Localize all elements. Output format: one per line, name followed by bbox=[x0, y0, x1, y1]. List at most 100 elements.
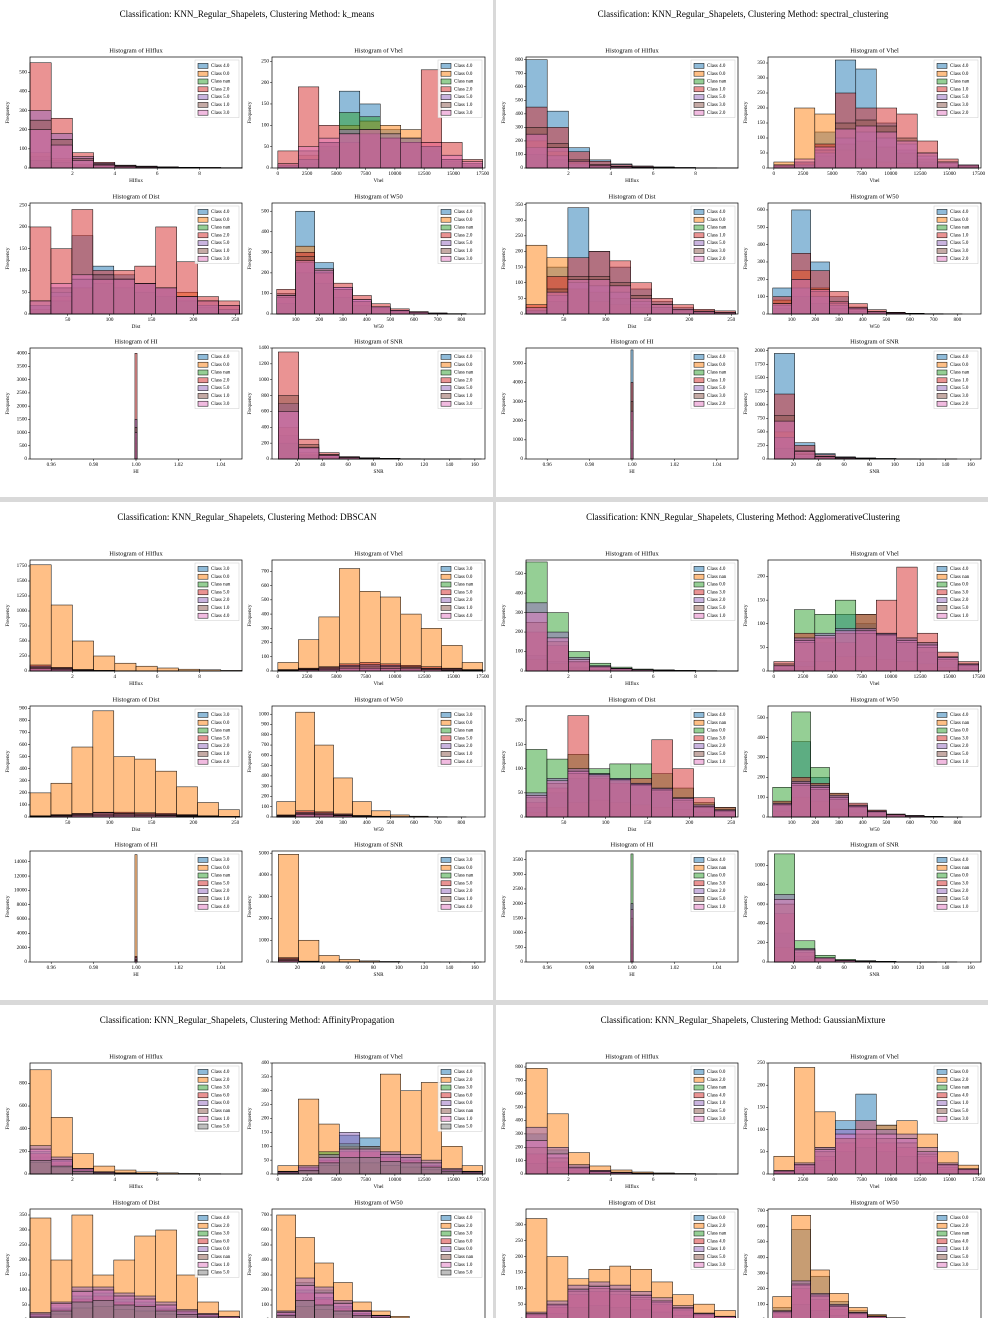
bar bbox=[855, 125, 877, 169]
legend-swatch bbox=[197, 1246, 209, 1252]
y-tick-label: 0 bbox=[266, 165, 269, 171]
legend-swatch bbox=[693, 743, 705, 749]
legend-swatch bbox=[693, 248, 705, 254]
legend-label: Class 4.0 bbox=[211, 614, 230, 619]
legend-swatch bbox=[693, 94, 705, 100]
legend-swatch bbox=[936, 1246, 948, 1252]
legend-label: Class 2.0 bbox=[211, 87, 230, 92]
legend-swatch bbox=[936, 393, 948, 399]
y-axis-label: Frequency bbox=[743, 750, 749, 772]
y-tick-label: 0 bbox=[762, 814, 765, 820]
legend-label: Class nan bbox=[454, 583, 474, 588]
y-tick-label: 150 bbox=[261, 101, 269, 107]
bar bbox=[546, 1153, 569, 1175]
y-tick-label: 2500 bbox=[513, 886, 524, 892]
x-tick-label: 1.04 bbox=[216, 462, 225, 468]
bar bbox=[588, 279, 611, 315]
y-tick-label: 250 bbox=[757, 443, 765, 449]
x-tick-label: 50 bbox=[65, 820, 71, 826]
x-tick-label: 250 bbox=[727, 317, 735, 323]
legend-label: Class 0.0 bbox=[707, 72, 726, 77]
legend-swatch bbox=[440, 385, 452, 391]
bar bbox=[609, 779, 631, 818]
legend-swatch bbox=[936, 566, 948, 572]
legend-label: Class 0.0 bbox=[211, 363, 230, 368]
y-tick-label: 400 bbox=[757, 921, 765, 927]
y-tick-label: 300 bbox=[757, 75, 765, 81]
legend-swatch bbox=[197, 896, 209, 902]
bar bbox=[630, 410, 634, 460]
y-tick-label: 500 bbox=[515, 1104, 523, 1110]
y-tick-label: 500 bbox=[515, 945, 523, 951]
bar bbox=[400, 613, 422, 672]
axes-frame bbox=[525, 1208, 739, 1318]
x-tick-label: 2 bbox=[567, 171, 570, 177]
legend-swatch bbox=[936, 216, 948, 223]
bar bbox=[352, 801, 372, 818]
legend-label: Class 2.0 bbox=[454, 378, 473, 383]
y-tick-label: 1400 bbox=[259, 345, 270, 351]
axes-frame bbox=[525, 559, 739, 672]
y-axis-label: Frequency bbox=[5, 101, 11, 123]
bar bbox=[773, 164, 795, 169]
legend-label: Class 3.0 bbox=[950, 103, 969, 108]
x-tick-label: 140 bbox=[446, 965, 454, 971]
legend-label: Class 3.0 bbox=[950, 394, 969, 399]
bar bbox=[525, 244, 548, 315]
subplot-title: Histogram of W50 bbox=[850, 193, 899, 200]
axes-frame bbox=[767, 347, 982, 460]
legend-label: Class 3.0 bbox=[707, 881, 726, 886]
legend-swatch bbox=[936, 224, 948, 231]
legend-label: Class nan bbox=[950, 371, 970, 376]
legend-swatch bbox=[197, 1100, 209, 1106]
x-axis-label: HI bbox=[629, 972, 635, 978]
axes-frame bbox=[271, 56, 486, 169]
legend-label: Class 4.0 bbox=[211, 760, 230, 765]
y-tick-label: 200 bbox=[261, 440, 269, 446]
legend-swatch bbox=[197, 573, 209, 580]
legend-swatch bbox=[440, 63, 452, 69]
x-tick-label: 8 bbox=[198, 1177, 201, 1183]
legend-swatch bbox=[936, 63, 948, 69]
x-tick-label: 17500 bbox=[972, 1177, 985, 1183]
x-tick-label: 600 bbox=[410, 317, 418, 323]
legend-swatch bbox=[197, 1069, 209, 1075]
y-tick-label: 0 bbox=[762, 959, 765, 965]
y-tick-label: 200 bbox=[261, 794, 269, 800]
y-tick-label: 5000 bbox=[259, 850, 270, 856]
y-tick-label: 300 bbox=[19, 1227, 27, 1233]
subplot-title: Histogram of HIflux bbox=[605, 1053, 659, 1060]
legend-swatch bbox=[936, 727, 948, 734]
separator bbox=[0, 497, 988, 502]
legend-swatch bbox=[693, 888, 705, 894]
legend-label: Class nan bbox=[707, 226, 727, 231]
legend-swatch bbox=[936, 94, 948, 100]
figure-title: Classification: KNN_Regular_Shapelets, C… bbox=[598, 9, 889, 19]
bar bbox=[461, 161, 483, 169]
legend-label: Class 1.0 bbox=[950, 905, 969, 910]
axes-frame bbox=[525, 202, 739, 315]
x-tick-label: 12500 bbox=[914, 1177, 927, 1183]
bar bbox=[134, 758, 156, 818]
bar bbox=[29, 129, 52, 169]
bar bbox=[359, 1157, 381, 1175]
bar bbox=[318, 455, 340, 460]
legend-label: Class 1.0 bbox=[950, 614, 969, 619]
x-tick-label: 0 bbox=[773, 674, 776, 680]
y-tick-label: 1500 bbox=[17, 417, 28, 423]
figure-title: Classification: KNN_Regular_Shapelets, C… bbox=[117, 512, 377, 522]
legend-swatch bbox=[693, 1222, 705, 1229]
y-tick-label: 50 bbox=[22, 1302, 28, 1308]
bar bbox=[314, 744, 334, 818]
legend-label: Class 0.0 bbox=[707, 218, 726, 223]
y-axis-label: Frequency bbox=[501, 1253, 507, 1275]
legend-swatch bbox=[936, 1069, 948, 1075]
y-tick-label: 750 bbox=[19, 623, 27, 629]
y-tick-label: 5000 bbox=[513, 360, 524, 366]
y-tick-label: 100 bbox=[261, 1302, 269, 1308]
y-tick-label: 200 bbox=[515, 718, 523, 724]
bar bbox=[339, 1157, 361, 1175]
bar bbox=[794, 640, 816, 672]
legend-label: Class 4.0 bbox=[707, 355, 726, 360]
bar bbox=[672, 798, 694, 818]
